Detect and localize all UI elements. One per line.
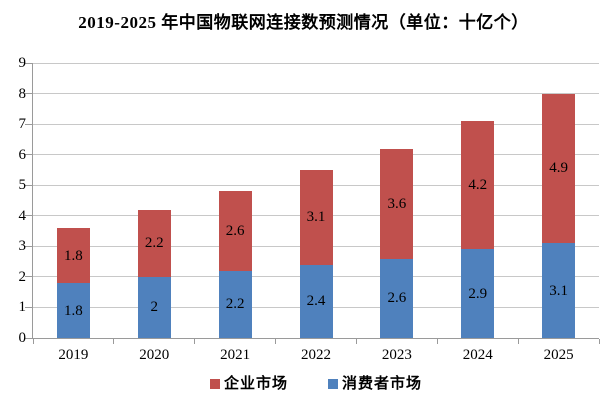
- legend-item-企业市场: 企业市场: [209, 375, 288, 393]
- gridline: [33, 62, 599, 64]
- x-axis-tick: [113, 339, 115, 344]
- bar-segment-企业市场-2023: [380, 148, 414, 259]
- y-axis-label: 9: [18, 55, 27, 71]
- bar-segment-企业市场-2021: [218, 191, 252, 271]
- data-label-消费者市场-2020: 2: [150, 299, 159, 316]
- legend-label: 消费者市场: [342, 376, 423, 392]
- y-axis-label: 8: [18, 85, 27, 102]
- y-axis-tick: [25, 276, 33, 278]
- legend-label: 企业市场: [223, 376, 288, 392]
- data-label-企业市场-2022: 3.1: [306, 209, 326, 226]
- y-axis-tick: [25, 154, 33, 156]
- bar-segment-企业市场-2019: [56, 228, 90, 283]
- y-axis-label: 7: [18, 116, 27, 133]
- x-axis-tick: [32, 339, 34, 344]
- y-axis-label: 1: [18, 299, 27, 316]
- x-axis-label: 2021: [220, 347, 251, 363]
- y-axis-tick: [25, 123, 33, 125]
- x-axis-tick: [517, 339, 519, 344]
- y-axis-tick: [25, 337, 33, 339]
- x-axis-label: 2023: [381, 347, 412, 363]
- x-axis-tick: [598, 339, 600, 344]
- y-axis-label: 2: [18, 268, 27, 285]
- bar-segment-消费者市场-2019: [56, 283, 90, 338]
- bar-segment-消费者市场-2022: [299, 264, 333, 338]
- data-label-消费者市场-2019: 1.8: [64, 302, 83, 319]
- y-axis-tick: [25, 306, 33, 308]
- y-axis-tick: [25, 215, 33, 217]
- bar-segment-消费者市场-2021: [218, 270, 252, 338]
- y-axis-tick: [25, 62, 33, 64]
- data-label-消费者市场-2023: 2.6: [387, 290, 407, 307]
- y-axis-line: [32, 63, 33, 338]
- x-axis-tick: [436, 339, 438, 344]
- bar-segment-消费者市场-2024: [461, 249, 495, 338]
- data-label-消费者市场-2021: 2.2: [225, 296, 245, 313]
- bar-segment-企业市场-2022: [299, 169, 333, 265]
- bar-segment-消费者市场-2023: [380, 258, 414, 338]
- y-axis-tick: [25, 245, 33, 247]
- y-axis-label: 0: [18, 330, 27, 346]
- legend-item-消费者市场: 消费者市场: [328, 375, 422, 393]
- x-axis-label: 2022: [301, 347, 331, 363]
- legend-swatch-icon: [328, 379, 338, 389]
- data-label-消费者市场-2025: 3.1: [549, 282, 568, 299]
- y-axis-label: 6: [18, 146, 27, 163]
- legend: 企业市场 消费者市场: [33, 375, 599, 393]
- bar-segment-消费者市场-2025: [542, 243, 576, 338]
- x-axis-label: 2019: [58, 347, 89, 363]
- data-label-企业市场-2025: 4.9: [549, 160, 568, 177]
- bar-segment-企业市场-2024: [461, 121, 495, 250]
- data-label-企业市场-2023: 3.6: [387, 195, 407, 212]
- gridline: [33, 123, 599, 125]
- x-axis-tick: [275, 339, 277, 344]
- gridline: [33, 93, 599, 95]
- data-label-消费者市场-2022: 2.4: [306, 293, 326, 310]
- y-axis-tick: [25, 184, 33, 186]
- legend-swatch-icon: [209, 379, 220, 389]
- x-axis-tick: [194, 339, 196, 344]
- data-label-企业市场-2020: 2.2: [144, 235, 164, 252]
- x-axis-label: 2025: [543, 347, 574, 363]
- bar-segment-消费者市场-2020: [137, 276, 171, 338]
- chart-title: 2019-2025 年中国物联网连接数预测情况（单位：十亿个）: [78, 13, 529, 32]
- bar-segment-企业市场-2025: [542, 93, 576, 244]
- y-axis-label: 4: [18, 207, 27, 224]
- x-axis-tick: [355, 339, 357, 344]
- data-label-企业市场-2019: 1.8: [64, 247, 83, 264]
- bar-segment-企业市场-2020: [137, 209, 171, 277]
- y-axis-label: 5: [18, 177, 27, 194]
- y-axis-tick: [25, 93, 33, 95]
- data-label-企业市场-2021: 2.6: [225, 223, 245, 240]
- data-label-企业市场-2024: 4.2: [468, 177, 488, 194]
- x-axis-line: [32, 338, 599, 339]
- x-axis-label: 2024: [462, 347, 493, 363]
- data-label-消费者市场-2024: 2.9: [468, 285, 488, 302]
- gridline: [33, 154, 599, 156]
- x-axis-label: 2020: [139, 347, 170, 363]
- y-axis-label: 3: [18, 238, 27, 255]
